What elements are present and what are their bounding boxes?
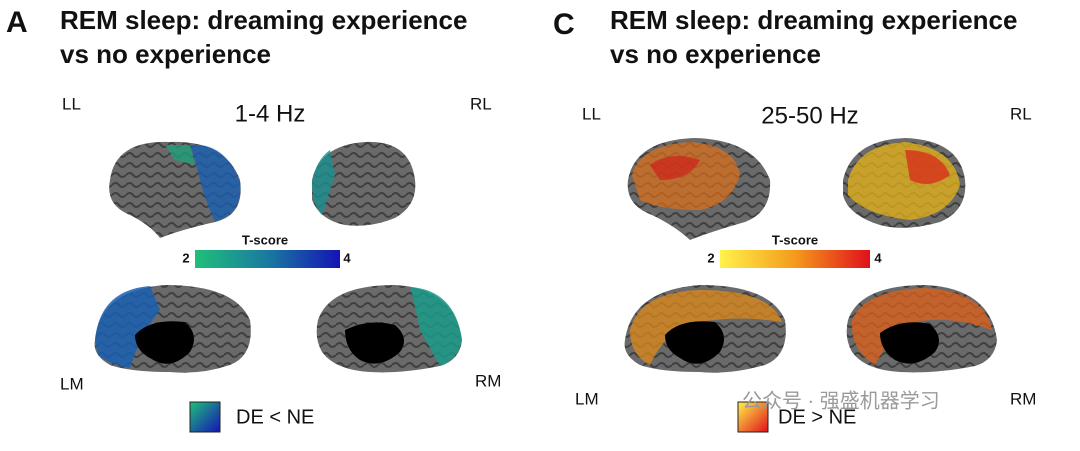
colorbar-tick: 2 (707, 250, 714, 265)
panel-a: A REM sleep: dreaming experience vs no e… (6, 5, 501, 433)
view-label: RL (1010, 104, 1032, 123)
colorbar-tick: 4 (874, 250, 882, 265)
panel-letter: C (553, 8, 575, 41)
brain-right-medial (846, 285, 997, 373)
brain-right-medial (316, 285, 462, 373)
brain-left-medial (624, 285, 786, 373)
view-label: RM (1010, 389, 1036, 408)
legend-swatch (737, 401, 769, 433)
brain-left-medial (94, 285, 251, 373)
panel-title: vs no experience (610, 39, 821, 69)
brain-right-lateral (843, 138, 966, 228)
panel-title: REM sleep: dreaming experience (610, 5, 1017, 35)
brain-left-lateral (627, 138, 771, 240)
panel-title: vs no experience (60, 39, 271, 69)
legend-label: DE > NE (778, 406, 856, 428)
colorbar-label: T-score (772, 232, 818, 247)
view-label: LL (62, 94, 81, 113)
view-label: RL (470, 94, 492, 113)
frequency-label: 1-4 Hz (235, 100, 306, 127)
colorbar-label: T-score (242, 232, 288, 247)
panel-title: REM sleep: dreaming experience (60, 5, 467, 35)
legend-label: DE < NE (236, 406, 314, 428)
colorbar (195, 250, 340, 268)
view-label: LL (582, 104, 601, 123)
colorbar-tick: 2 (182, 250, 189, 265)
colorbar (720, 250, 870, 268)
watermark: 公众号 · 强盛机器学习 (742, 389, 940, 412)
legend-swatch (189, 401, 221, 433)
brain-left-lateral (109, 141, 241, 238)
panel-letter: A (6, 6, 28, 39)
colorbar-tick: 4 (343, 250, 351, 265)
frequency-label: 25-50 Hz (761, 102, 858, 129)
view-label: LM (60, 374, 84, 393)
view-label: LM (575, 389, 599, 408)
panel-c: C REM sleep: dreaming experience vs no e… (553, 5, 1036, 433)
brain-right-lateral (312, 141, 416, 226)
view-label: RM (475, 371, 501, 390)
